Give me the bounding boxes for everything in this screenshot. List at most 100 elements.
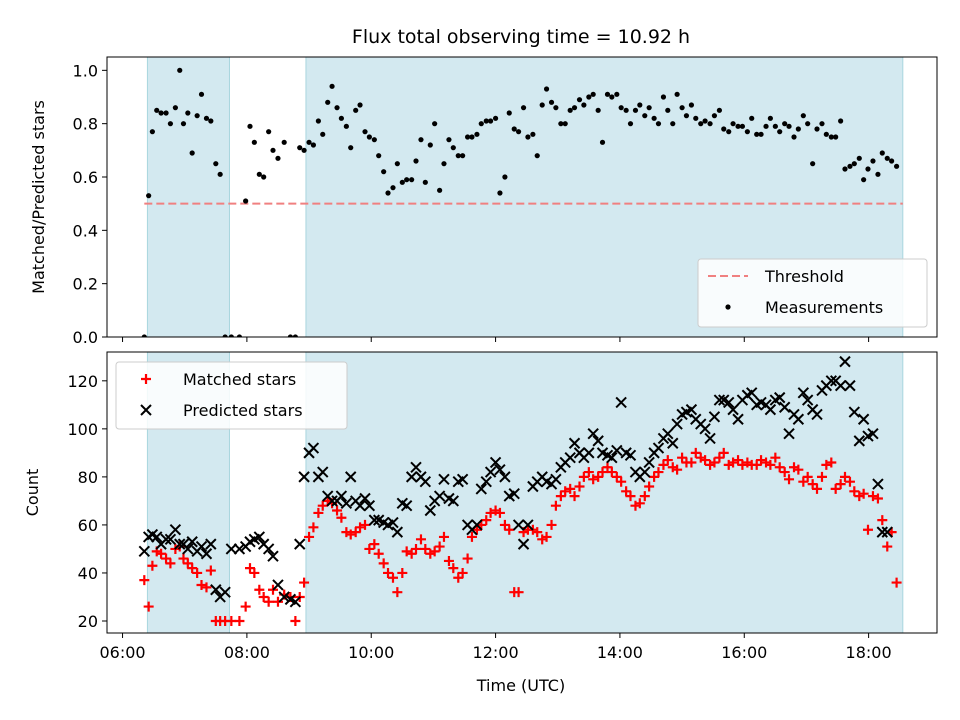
predicted-star-point: [723, 396, 735, 409]
predicted-star-point: [335, 490, 348, 502]
measurement-point: [455, 153, 461, 159]
bottom-panel: 20 40 60 80 100 120 06:00 08:00 10:00 12:00 14:00 1…: [23, 351, 938, 662]
predicted-star-point: [200, 548, 213, 560]
measurement-point: [418, 137, 424, 143]
measurement-point: [422, 179, 428, 185]
predicted-star-point: [801, 394, 814, 406]
predicted-star-point: [447, 495, 460, 507]
measurement-point: [726, 129, 732, 135]
measurement-point: [228, 334, 234, 337]
measurement-point: [786, 123, 792, 129]
matched-star-point: [690, 447, 701, 458]
measurement-point: [604, 91, 611, 97]
measurement-point: [627, 121, 634, 127]
matched-star-point: [862, 524, 873, 535]
measurement-point: [599, 139, 606, 145]
matched-star-point: [583, 467, 594, 478]
measurement-point: [343, 123, 349, 129]
matched-star-point: [192, 567, 203, 578]
measurement-point: [530, 131, 536, 137]
bottom-y-tick-label: 100: [67, 420, 98, 439]
measurement-point: [348, 145, 354, 151]
bottom-y-tick-label: 120: [67, 372, 98, 391]
predicted-star-point: [480, 475, 492, 488]
predicted-star-point: [438, 473, 450, 485]
matched-star-point: [336, 512, 347, 523]
matched-star-point: [397, 567, 408, 578]
measurement-point: [642, 113, 648, 119]
measurement-point: [698, 121, 704, 127]
chart-title: Flux total observing time = 10.92 h: [352, 26, 690, 48]
matched-star-point: [597, 467, 608, 478]
measurement-point: [203, 115, 210, 121]
measurement-point: [791, 134, 797, 140]
measurement-point: [390, 185, 396, 191]
measurement-point: [167, 121, 174, 127]
matched-star-point: [457, 567, 468, 578]
top-y-tick-label: 0.6: [73, 168, 98, 187]
matched-star-point: [466, 531, 477, 542]
predicted-star-point: [853, 435, 865, 447]
predicted-star-point: [732, 413, 744, 425]
measurement-point: [683, 113, 690, 119]
measurement-point: [275, 155, 281, 161]
measurement-point: [469, 134, 475, 140]
matched-star-point: [816, 471, 827, 482]
measurement-point: [163, 110, 169, 116]
measurement-point: [149, 129, 155, 135]
measurement-point: [357, 102, 363, 108]
measurement-point: [870, 158, 876, 164]
matched-star-point: [830, 483, 841, 494]
predicted-star-point: [433, 490, 446, 502]
predicted-star-point: [834, 379, 847, 392]
matched-star-point: [872, 493, 883, 504]
matched-star-point: [369, 539, 380, 550]
measurement-point: [492, 115, 499, 121]
measurement-point: [567, 107, 573, 113]
predicted-star-point: [839, 355, 851, 368]
matched-star-point: [578, 471, 589, 482]
measurement-point: [548, 99, 555, 105]
predicted-star-point: [298, 471, 310, 483]
measurement-point: [893, 163, 900, 169]
matched-star-point: [415, 534, 426, 545]
measurement-point: [474, 131, 480, 137]
predicted-star-point: [151, 531, 163, 543]
measurement-point: [711, 113, 718, 119]
matched-star-point: [205, 565, 216, 576]
matched-star-point: [387, 572, 398, 583]
matched-star-point: [639, 491, 650, 502]
predicted-star-point: [169, 524, 182, 536]
matched-star-point: [826, 457, 837, 468]
predicted-star-point: [611, 444, 623, 457]
predicted-star-point: [262, 543, 275, 555]
predicted-star-point: [773, 391, 786, 404]
matched-star-point: [546, 519, 557, 530]
measurement-point: [362, 129, 368, 135]
predicted-star-point: [186, 536, 198, 548]
measurement-point: [651, 115, 657, 121]
predicted-star-point: [671, 418, 683, 430]
predicted-star-point: [253, 531, 266, 543]
measurement-point: [261, 174, 267, 180]
bottom-y-tick-label: 40: [78, 564, 98, 583]
measurement-point: [483, 118, 489, 124]
matched-star-point: [156, 548, 167, 559]
measurement-point: [805, 121, 811, 127]
matched-star-point: [240, 601, 251, 612]
matched-star-point: [606, 467, 617, 478]
measurement-point: [739, 123, 746, 129]
measurement-point: [795, 126, 801, 132]
measurement-point: [329, 83, 335, 89]
top-y-tick-label: 0.2: [73, 275, 98, 294]
measurement-point: [558, 121, 564, 127]
measurement-point: [679, 105, 685, 111]
matched-star-point: [839, 471, 850, 482]
x-tick-label: 10:00: [348, 643, 394, 662]
matched-star-point: [812, 483, 823, 494]
matched-star-point: [550, 500, 561, 511]
measurement-point: [623, 107, 629, 113]
predicted-star-point: [405, 471, 418, 483]
predicted-star-point: [424, 504, 437, 517]
matched-star-point: [877, 515, 888, 526]
